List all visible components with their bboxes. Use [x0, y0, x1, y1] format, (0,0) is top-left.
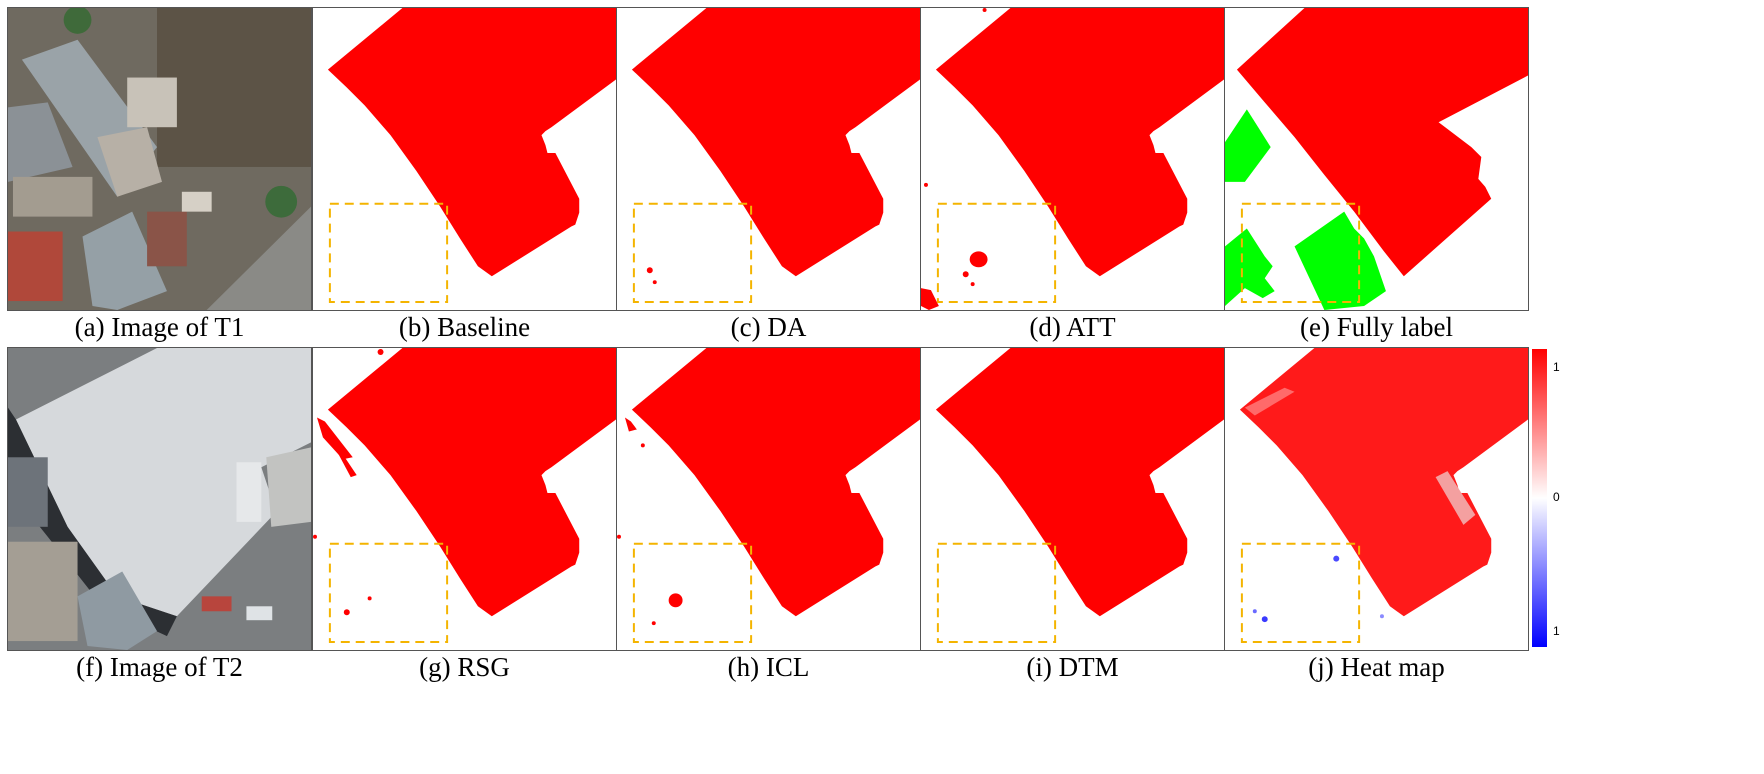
highlight-box: [936, 542, 1057, 644]
highlight-box: [1240, 202, 1361, 304]
colorbar-label-bottom: 1: [1553, 624, 1560, 638]
heat-map: [1239, 348, 1528, 644]
change-map-dtm: [935, 348, 1224, 644]
highlight-box: [936, 202, 1057, 304]
panel-h-icl: [616, 347, 921, 651]
caption-i: (i) DTM: [1026, 652, 1119, 682]
change-map-fully-label: [1225, 8, 1528, 310]
caption-g: (g) RSG: [419, 652, 510, 682]
aerial-image-t2: [8, 348, 311, 650]
change-map-icl: [617, 348, 920, 644]
panel-b-baseline: [312, 7, 617, 311]
change-map-baseline: [327, 8, 616, 304]
caption-f: (f) Image of T2: [76, 652, 243, 682]
colorbar: [1532, 349, 1547, 647]
caption-c: (c) DA: [730, 312, 807, 342]
highlight-box: [328, 202, 449, 304]
panel-g-rsg: [312, 347, 617, 651]
highlight-box: [328, 542, 449, 644]
aerial-image-t1: [8, 8, 311, 310]
highlight-box: [632, 542, 753, 644]
panel-f-image-t2: [7, 347, 312, 651]
caption-e: (e) Fully label: [1300, 312, 1453, 342]
colorbar-label-top: 1: [1553, 360, 1560, 374]
change-map-rsg: [313, 348, 616, 644]
caption-h: (h) ICL: [727, 652, 810, 682]
panel-e-fully-label: [1224, 7, 1529, 311]
panel-c-da: [616, 7, 921, 311]
caption-b: (b) Baseline: [398, 312, 531, 342]
caption-a: (a) Image of T1: [74, 312, 245, 342]
colorbar-label-mid: 0: [1553, 490, 1560, 504]
highlight-box: [632, 202, 753, 304]
caption-d: (d) ATT: [1029, 312, 1116, 342]
panel-d-att: [920, 7, 1225, 311]
caption-j: (j) Heat map: [1308, 652, 1445, 682]
panel-i-dtm: [920, 347, 1225, 651]
panel-j-heat-map: [1224, 347, 1529, 651]
change-map-da: [631, 8, 920, 304]
change-map-att: [921, 8, 1224, 310]
panel-a-image-t1: [7, 7, 312, 311]
highlight-box: [1240, 542, 1361, 644]
colorbar-gradient: [1532, 349, 1547, 647]
